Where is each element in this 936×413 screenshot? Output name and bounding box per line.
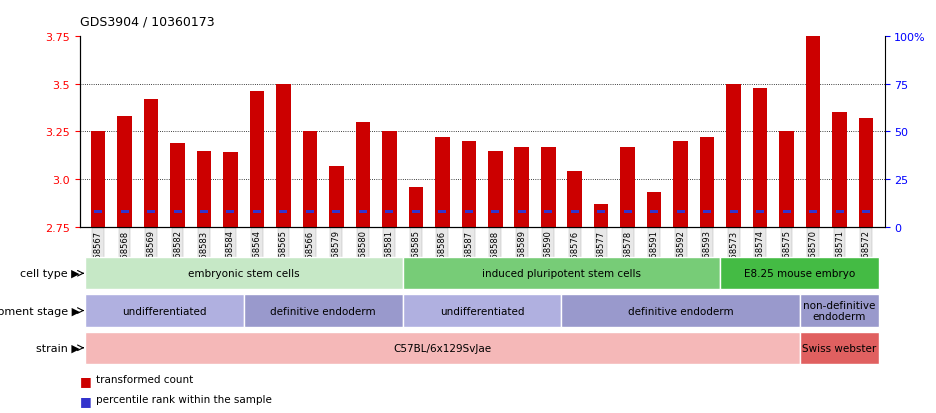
Bar (623, 210, 632, 214)
Text: percentile rank within the sample: percentile rank within the sample (96, 394, 272, 404)
Bar (227, 210, 235, 214)
Bar (703, 210, 711, 214)
Bar (243, 294, 402, 327)
Bar (753, 88, 768, 227)
Bar (756, 210, 764, 214)
Bar (836, 210, 843, 214)
Bar (147, 210, 155, 214)
Bar (95, 210, 102, 214)
Bar (329, 166, 344, 227)
Bar (832, 113, 847, 227)
Text: ■: ■ (80, 374, 92, 387)
Bar (358, 210, 367, 214)
Bar (858, 119, 873, 227)
Bar (647, 193, 662, 227)
Bar (438, 210, 446, 214)
Text: definitive endoderm: definitive endoderm (628, 306, 734, 316)
Bar (515, 147, 529, 227)
Text: induced pluripotent stem cells: induced pluripotent stem cells (482, 268, 641, 279)
Text: GDS3904 / 10360173: GDS3904 / 10360173 (80, 16, 214, 29)
Bar (170, 144, 184, 227)
Bar (408, 187, 423, 227)
Bar (562, 294, 799, 327)
Bar (809, 210, 817, 214)
Bar (117, 117, 132, 227)
Bar (402, 294, 562, 327)
Bar (651, 210, 658, 214)
Bar (597, 210, 606, 214)
Bar (85, 257, 402, 290)
Bar (121, 210, 128, 214)
Bar (571, 210, 578, 214)
Bar (729, 210, 738, 214)
Bar (435, 138, 449, 227)
Text: Swiss webster: Swiss webster (802, 343, 877, 353)
Bar (276, 85, 291, 227)
Bar (200, 210, 208, 214)
Bar (544, 210, 552, 214)
Bar (491, 210, 499, 214)
Bar (799, 332, 879, 364)
Text: C57BL/6x129SvJae: C57BL/6x129SvJae (393, 343, 491, 353)
Bar (518, 210, 526, 214)
Bar (173, 210, 182, 214)
Bar (677, 210, 684, 214)
Bar (85, 294, 243, 327)
Text: cell type ▶: cell type ▶ (21, 268, 80, 279)
Bar (91, 132, 106, 227)
Bar (541, 147, 556, 227)
Bar (197, 151, 212, 227)
Bar (594, 204, 608, 227)
Bar (386, 210, 393, 214)
Text: transformed count: transformed count (96, 374, 194, 384)
Bar (673, 142, 688, 227)
Text: undifferentiated: undifferentiated (122, 306, 207, 316)
Bar (488, 151, 503, 227)
Bar (700, 138, 714, 227)
Bar (356, 123, 370, 227)
Bar (382, 132, 397, 227)
Bar (465, 210, 473, 214)
Bar (144, 100, 158, 227)
Bar (402, 257, 721, 290)
Text: strain ▶: strain ▶ (37, 343, 80, 353)
Text: development stage ▶: development stage ▶ (0, 306, 80, 316)
Bar (280, 210, 287, 214)
Bar (799, 294, 879, 327)
Text: E8.25 mouse embryo: E8.25 mouse embryo (744, 268, 856, 279)
Bar (306, 210, 314, 214)
Bar (806, 37, 820, 227)
Bar (567, 172, 582, 227)
Bar (721, 257, 879, 290)
Bar (85, 332, 799, 364)
Text: non-definitive
endoderm: non-definitive endoderm (803, 300, 876, 322)
Bar (782, 210, 791, 214)
Bar (726, 85, 741, 227)
Bar (461, 142, 476, 227)
Text: embryonic stem cells: embryonic stem cells (188, 268, 300, 279)
Bar (253, 210, 261, 214)
Bar (250, 92, 264, 227)
Bar (223, 153, 238, 227)
Bar (862, 210, 870, 214)
Bar (412, 210, 420, 214)
Text: undifferentiated: undifferentiated (440, 306, 524, 316)
Text: ■: ■ (80, 394, 92, 407)
Bar (780, 132, 794, 227)
Bar (302, 132, 317, 227)
Bar (621, 147, 635, 227)
Bar (332, 210, 341, 214)
Text: definitive endoderm: definitive endoderm (271, 306, 376, 316)
